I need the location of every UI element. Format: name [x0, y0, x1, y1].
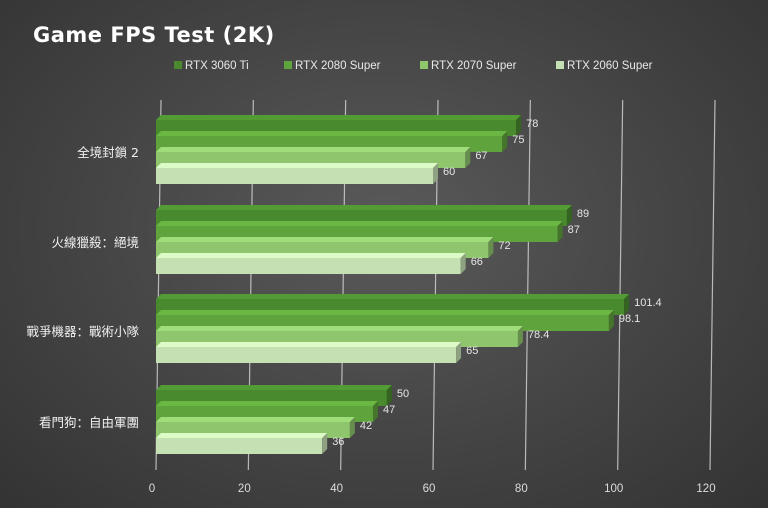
data-label: 75 [512, 134, 524, 146]
legend-swatch [556, 61, 564, 69]
data-label: 67 [475, 150, 487, 162]
data-label: 60 [443, 166, 455, 178]
x-tick-label: 120 [696, 483, 715, 495]
x-tick-label: 0 [149, 483, 155, 495]
legend-label: RTX 2060 Super [567, 60, 653, 72]
data-label: 65 [466, 345, 478, 357]
data-label: 78.4 [528, 329, 549, 341]
gridline [524, 99, 531, 471]
legend-label: RTX 2080 Super [295, 60, 381, 72]
data-label: 50 [397, 388, 409, 400]
category-label: 火線獵殺：絕境 [51, 235, 139, 250]
legend: RTX 3060 Ti RTX 2080 Super RTX 2070 Super R… [174, 60, 653, 72]
legend-swatch [174, 61, 182, 69]
data-label: 98.1 [619, 313, 640, 325]
legend-label: RTX 3060 Ti [185, 60, 249, 72]
x-tick-label: 40 [330, 483, 343, 495]
x-tick-label: 20 [238, 483, 251, 495]
gridline [709, 99, 716, 471]
bar [156, 433, 328, 454]
data-label: 36 [332, 436, 344, 448]
chart-title: Game FPS Test (2K) [33, 23, 275, 47]
data-label: 89 [577, 208, 589, 220]
data-label: 87 [568, 224, 580, 236]
gridline [617, 99, 624, 471]
category-label: 全境封鎖 2 [77, 145, 139, 160]
x-tick-label: 80 [515, 483, 528, 495]
category-label: 戰爭機器：戰術小隊 [26, 324, 139, 339]
category-label: 看門狗：自由軍團 [39, 415, 139, 430]
data-label: 78 [526, 118, 538, 130]
data-label: 72 [498, 240, 510, 252]
legend-swatch [284, 61, 292, 69]
legend-label: RTX 2070 Super [431, 60, 517, 72]
data-label: 42 [360, 420, 372, 432]
data-label: 66 [471, 256, 483, 268]
data-label: 47 [383, 404, 395, 416]
x-tick-label: 100 [604, 483, 623, 495]
bar [156, 342, 462, 363]
legend-swatch [420, 61, 428, 69]
data-label: 101.4 [634, 297, 662, 309]
bar [156, 253, 466, 274]
x-tick-label: 60 [423, 483, 436, 495]
x-tick-labels: 0 20 40 60 80 100 120 [149, 483, 716, 495]
bar [156, 163, 438, 184]
